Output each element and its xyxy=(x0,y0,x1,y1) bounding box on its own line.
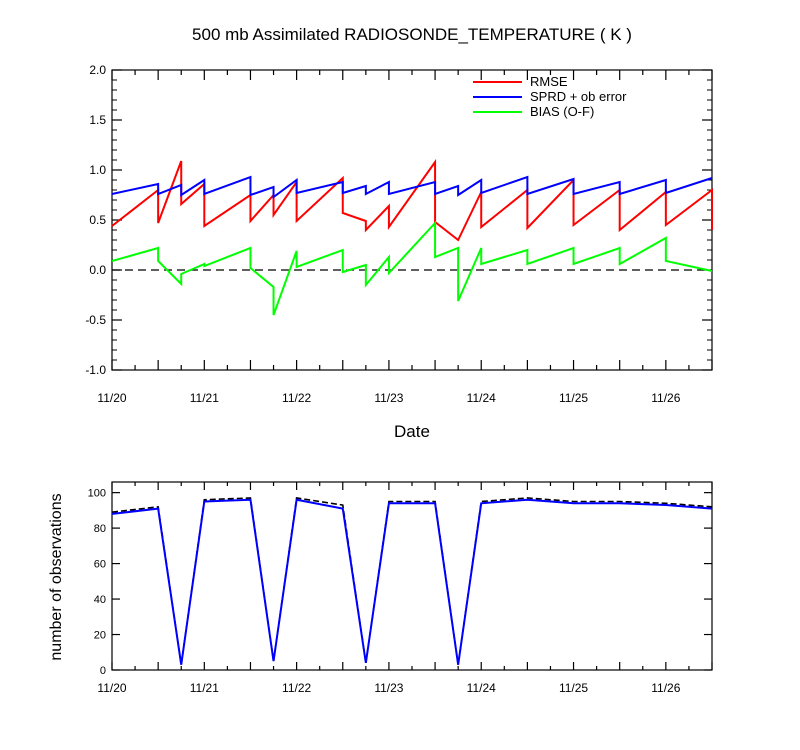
x-tick-label: 11/21 xyxy=(190,391,219,405)
y-tick-label: 0.5 xyxy=(89,213,106,227)
top-plot-area: 11/20 11/21 11/22 11/23 11/24 11/25 11/26 -1.0 -… xyxy=(85,63,713,405)
bottom-chart: 11/20 11/21 11/22 11/23 11/24 11/25 11/26 0 20 40… xyxy=(48,481,713,695)
x-tick-label: 11/24 xyxy=(467,681,496,695)
series-line-sprd-ob-error xyxy=(111,175,713,199)
y-tick-label: 1.5 xyxy=(89,113,106,127)
legend-label: RMSE xyxy=(530,74,568,89)
y-tick-label: 80 xyxy=(94,523,106,535)
y-tick-label: 0.0 xyxy=(89,263,106,277)
x-tick-label: 11/22 xyxy=(282,681,311,695)
y-tick-label: 20 xyxy=(94,630,106,642)
y-tick-label: -0.5 xyxy=(85,313,106,327)
x-tick-label: 11/20 xyxy=(97,391,126,405)
chart-title: 500 mb Assimilated RADIOSONDE_TEMPERATUR… xyxy=(192,25,632,44)
x-tick-label: 11/25 xyxy=(559,391,588,405)
y-axis-label: number of observations xyxy=(48,493,65,660)
bottom-plot-area: 11/20 11/21 11/22 11/23 11/24 11/25 11/26 0 20 40… xyxy=(88,481,713,695)
y-tick-label: -1.0 xyxy=(85,363,106,377)
x-tick-label: 11/22 xyxy=(282,391,311,405)
x-tick-label: 11/23 xyxy=(374,681,403,695)
series-line-rmse xyxy=(111,158,713,242)
x-tick-label: 11/24 xyxy=(467,391,496,405)
plot-frame xyxy=(111,69,713,371)
series-line-solid xyxy=(111,498,713,665)
plot-frame xyxy=(111,481,713,671)
y-tick-label: 1.0 xyxy=(89,163,106,177)
y-tick-label: 40 xyxy=(94,594,106,606)
x-tick-label: 11/23 xyxy=(374,391,403,405)
x-tick-label: 11/26 xyxy=(651,391,680,405)
x-tick-label: 11/21 xyxy=(190,681,219,695)
legend-label: SPRD + ob error xyxy=(530,89,627,104)
x-tick-label: 11/20 xyxy=(97,681,126,695)
x-tick-label: 11/26 xyxy=(651,681,680,695)
y-tick-label: 100 xyxy=(88,488,106,500)
y-tick-label: 60 xyxy=(94,559,106,571)
legend-label: BIAS (O-F) xyxy=(530,104,594,119)
series-line-bias-o-f xyxy=(111,220,713,316)
top-chart: 500 mb Assimilated RADIOSONDE_TEMPERATUR… xyxy=(85,25,713,441)
y-tick-label: 0 xyxy=(100,665,106,677)
y-tick-label: 2.0 xyxy=(89,63,106,77)
x-axis-label: Date xyxy=(394,422,430,441)
x-tick-label: 11/25 xyxy=(559,681,588,695)
